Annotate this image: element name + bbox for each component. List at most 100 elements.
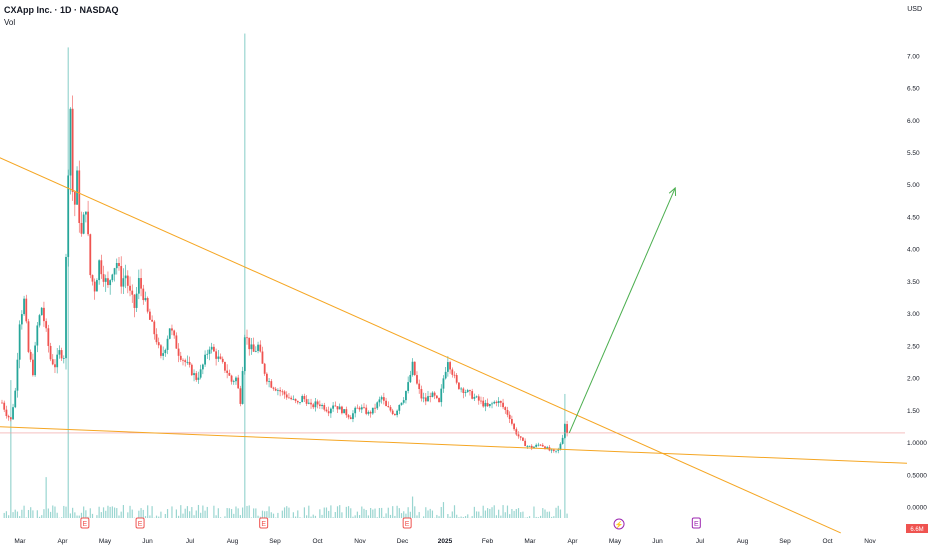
- candle-body: [371, 407, 374, 414]
- candle-body: [56, 354, 59, 368]
- candle-body: [118, 262, 120, 267]
- volume-bar: [83, 506, 85, 518]
- candle-body: [510, 419, 513, 424]
- earnings-event-icon[interactable]: [80, 517, 90, 529]
- x-tick-label: Jun: [652, 538, 663, 545]
- volume-bar: [328, 510, 330, 518]
- volume-bar: [78, 515, 80, 518]
- candle-body: [129, 285, 131, 291]
- split-event-icon[interactable]: [613, 518, 625, 530]
- candle-body: [363, 407, 365, 409]
- volume-bar: [306, 515, 308, 518]
- volume-bar: [286, 506, 288, 518]
- volume-bar: [407, 507, 409, 518]
- volume-bar: [319, 509, 321, 518]
- y-tick-label: 6.00: [907, 118, 920, 125]
- candle-body: [76, 170, 78, 205]
- candle-body: [473, 396, 476, 399]
- candle-body: [517, 434, 520, 437]
- candle-body: [499, 401, 502, 403]
- volume-bar: [347, 506, 350, 518]
- candle-body: [184, 360, 187, 363]
- volume-bar: [299, 517, 301, 518]
- earnings-event-label: E: [694, 521, 699, 528]
- candle-body: [497, 401, 500, 404]
- candle-body: [535, 444, 538, 447]
- lower-trendline[interactable]: [0, 426, 908, 464]
- candle-body: [522, 437, 524, 441]
- candle-body: [193, 373, 195, 376]
- volume-bar: [158, 516, 160, 518]
- volume-bar: [32, 510, 34, 518]
- candle-body: [349, 417, 352, 420]
- volume-bar: [336, 506, 339, 518]
- candle-body: [296, 400, 299, 403]
- candle-body: [69, 108, 72, 176]
- candle-body: [292, 398, 295, 400]
- volume-bar: [339, 505, 341, 518]
- candle-body: [469, 390, 471, 392]
- volume-bar: [8, 515, 10, 518]
- candle-body: [230, 375, 233, 382]
- volume-bar: [25, 517, 27, 518]
- projection-arrow[interactable]: [568, 187, 676, 434]
- volume-bar: [235, 506, 237, 518]
- candle-body: [303, 396, 306, 400]
- candle-body: [157, 342, 160, 346]
- earnings-event-icon[interactable]: [259, 517, 269, 529]
- y-tick-label: 6.50: [907, 86, 920, 93]
- volume-bar: [30, 507, 32, 518]
- volume-bar: [400, 513, 403, 518]
- volume-bar: [515, 509, 517, 518]
- volume-bar: [230, 509, 233, 518]
- candle-body: [546, 447, 549, 449]
- volume-bar: [398, 508, 400, 518]
- candle-body: [217, 356, 220, 359]
- candle-body: [78, 170, 81, 223]
- y-tick-label: 4.50: [907, 214, 920, 221]
- volume-bar: [345, 506, 347, 518]
- volume-bar: [96, 515, 98, 518]
- candle-body: [407, 382, 410, 391]
- volume-bar: [405, 513, 407, 518]
- volume-bar: [462, 517, 464, 518]
- volume-bar: [248, 505, 250, 518]
- earnings-event-icon[interactable]: [135, 517, 145, 529]
- candle-body: [411, 361, 414, 375]
- volume-bar: [76, 515, 78, 518]
- candle-body: [45, 321, 48, 329]
- candle-body: [318, 404, 321, 406]
- volume-bar: [191, 507, 193, 518]
- volume-bar: [553, 516, 555, 518]
- y-tick-label: 1.0000: [907, 440, 927, 447]
- candle-body: [204, 354, 206, 365]
- volume-bar: [5, 511, 8, 518]
- volume-bar: [164, 513, 166, 518]
- candle-body: [453, 374, 456, 376]
- currency-label[interactable]: USD: [907, 6, 922, 13]
- volume-bar: [350, 508, 352, 518]
- last-volume-badge-label: 6.6M: [910, 527, 923, 533]
- candle-body: [484, 402, 487, 407]
- volume-bar: [224, 516, 226, 518]
- volume-bar: [259, 516, 261, 518]
- volume-bar: [281, 510, 283, 518]
- volume-bar: [385, 513, 387, 518]
- upper-trendline[interactable]: [0, 156, 841, 534]
- earnings-event-icon[interactable]: [691, 517, 701, 529]
- volume-bar: [394, 515, 396, 518]
- volume-bar: [200, 512, 202, 518]
- y-tick-label: 3.00: [907, 311, 920, 318]
- earnings-event-icon[interactable]: [402, 517, 412, 529]
- y-tick-label: 7.00: [907, 53, 920, 60]
- x-tick-label: Sep: [269, 538, 281, 545]
- candle-body: [394, 414, 396, 416]
- candle-body: [409, 374, 412, 383]
- candle-body: [462, 388, 465, 393]
- volume-bar: [403, 511, 405, 518]
- candle-body: [413, 361, 416, 376]
- volume-bar: [98, 506, 100, 518]
- candle-body: [213, 346, 215, 352]
- volume-bar: [511, 508, 513, 518]
